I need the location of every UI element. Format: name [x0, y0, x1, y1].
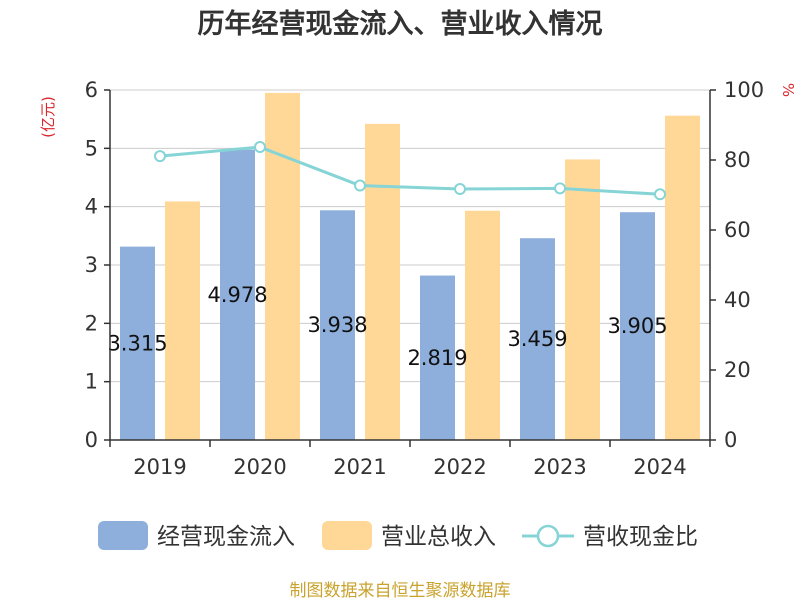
y2-tick-label: 40 — [724, 288, 751, 312]
revenue-bar — [265, 92, 300, 441]
y-tick-label: 4 — [85, 195, 98, 219]
gridlines — [110, 89, 710, 383]
legend-item-cash-revenue-ratio: 营收现金比 — [522, 524, 698, 550]
cash-inflow-data-label: 3.938 — [307, 313, 367, 337]
legend-swatch-revenue — [322, 521, 372, 550]
x-tick-label: 2024 — [633, 455, 686, 479]
legend: 经营现金流入 营业总收入 营收现金比 — [98, 521, 698, 550]
y-axis-label: (亿元) — [39, 96, 57, 138]
revenue-bar — [365, 123, 400, 440]
cash-inflow-bar — [420, 275, 455, 440]
legend-swatch-cash-inflow — [98, 521, 148, 550]
y2-tick-label: 60 — [724, 218, 751, 242]
y2-tick-label: 0 — [724, 428, 737, 452]
y-tick-label: 6 — [85, 78, 98, 102]
cash-revenue-ratio-point — [454, 183, 466, 196]
cash-revenue-ratio-point — [554, 182, 566, 195]
cash-revenue-ratio-point — [254, 141, 266, 154]
cash-revenue-ratio-point — [354, 179, 366, 192]
revenue-bar — [465, 210, 500, 440]
legend-swatch-ratio-marker — [536, 524, 560, 548]
bar-series — [120, 92, 700, 441]
legend-label-cash-revenue-ratio: 营收现金比 — [583, 524, 698, 550]
legend-item-revenue: 营业总收入 — [322, 521, 496, 550]
chart-title: 历年经营现金流入、营业收入情况 — [198, 8, 603, 40]
x-tick-label: 2020 — [233, 455, 286, 479]
legend-item-cash-inflow: 经营现金流入 — [98, 521, 295, 550]
cash-inflow-bar — [620, 212, 655, 440]
cash-inflow-bar — [220, 149, 255, 440]
y2-axis-label: % — [779, 83, 797, 97]
revenue-bar — [565, 159, 600, 440]
cash-revenue-ratio-point — [654, 188, 666, 201]
ratio-line-series — [154, 141, 666, 201]
revenue-bar — [665, 115, 700, 441]
y2-tick-label: 100 — [724, 78, 764, 102]
source-note: 制图数据来自恒生聚源数据库 — [290, 581, 511, 600]
y2-tick-label: 80 — [724, 148, 751, 172]
x-tick-label: 2019 — [133, 455, 186, 479]
cash-inflow-data-label: 3.459 — [507, 327, 567, 351]
y-tick-label: 5 — [85, 136, 98, 160]
legend-label-cash-inflow: 经营现金流入 — [157, 524, 295, 550]
y-tick-label: 2 — [85, 311, 98, 335]
cash-inflow-data-label: 3.905 — [607, 314, 667, 338]
revenue-bar — [165, 201, 200, 440]
cash-inflow-data-label: 4.978 — [207, 283, 267, 307]
x-tick-label: 2021 — [333, 455, 386, 479]
cash-inflow-bar — [120, 246, 155, 440]
cash-revenue-ratio-point — [154, 150, 166, 163]
data-labels: 3.315 4.978 3.938 2.819 3.459 3.905 — [107, 283, 667, 370]
cash-inflow-data-label: 2.819 — [407, 346, 467, 370]
cash-inflow-bar — [520, 238, 555, 440]
y-tick-label: 3 — [85, 253, 98, 277]
x-tick-label: 2022 — [433, 455, 486, 479]
y-tick-label: 1 — [85, 370, 98, 394]
legend-label-revenue: 营业总收入 — [381, 524, 496, 550]
y-tick-label: 0 — [85, 428, 98, 452]
x-tick-label: 2023 — [533, 455, 586, 479]
cash-revenue-ratio-line — [159, 145, 661, 196]
cash-inflow-bar — [320, 210, 355, 440]
y2-tick-label: 20 — [724, 358, 751, 382]
cash-inflow-data-label: 3.315 — [107, 331, 167, 355]
